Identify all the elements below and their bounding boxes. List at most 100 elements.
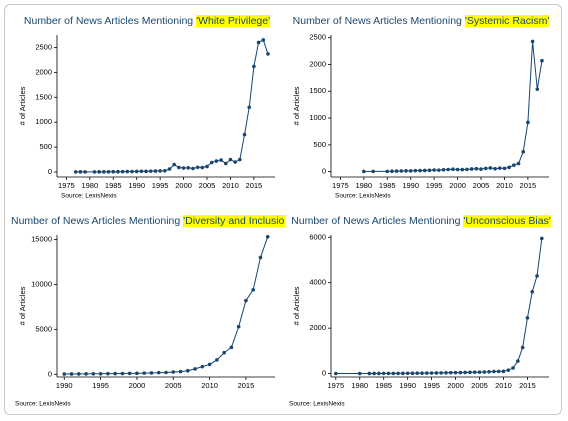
- point: [451, 167, 455, 172]
- point: [200, 165, 205, 170]
- point: [258, 255, 263, 260]
- chart-title: Number of News Articles Mentioning 'Syst…: [285, 15, 557, 27]
- point: [479, 167, 483, 171]
- point: [472, 370, 477, 375]
- y-tick-label: 2000: [309, 323, 326, 332]
- x-tick-label: 1990: [56, 381, 73, 390]
- point: [425, 371, 429, 375]
- point: [219, 158, 223, 162]
- point: [83, 170, 87, 174]
- x-tick-label: 2000: [129, 381, 146, 390]
- source: Source: LexisNexis: [289, 401, 345, 408]
- point: [401, 371, 405, 376]
- point: [186, 368, 190, 373]
- point: [469, 167, 474, 171]
- point: [429, 371, 434, 375]
- line: [363, 41, 543, 172]
- point: [477, 370, 482, 374]
- title-highlight: 'Diversity and Inclusion': [183, 215, 293, 227]
- x-tick-label: 1980: [81, 181, 98, 190]
- point: [92, 170, 97, 174]
- point: [106, 371, 110, 376]
- source: Source: LexisNexis: [15, 401, 71, 408]
- point: [372, 371, 376, 376]
- point: [460, 167, 465, 172]
- point: [418, 168, 422, 173]
- point: [200, 364, 205, 369]
- point: [98, 371, 103, 376]
- point: [399, 169, 404, 173]
- point: [69, 372, 74, 376]
- point: [444, 370, 448, 375]
- point: [111, 169, 116, 174]
- point: [439, 371, 443, 375]
- point: [404, 169, 408, 173]
- point: [177, 165, 181, 170]
- point: [526, 120, 530, 125]
- point: [167, 167, 172, 171]
- point: [223, 161, 228, 166]
- source: Source: LexisNexis: [61, 193, 117, 200]
- point: [511, 366, 515, 370]
- point: [261, 38, 266, 42]
- point: [256, 40, 261, 45]
- point: [501, 369, 506, 374]
- x-tick-label: 2010: [496, 181, 513, 190]
- point: [516, 359, 520, 363]
- point: [390, 169, 394, 174]
- panel: Number of News Articles Mentioning 'Unco…: [285, 209, 557, 409]
- x-tick-label: 1990: [128, 181, 145, 190]
- point: [483, 166, 488, 171]
- y-axis-title: # of Articles: [292, 286, 301, 325]
- title-text: Number of News Articles Mentioning: [291, 215, 461, 227]
- y-tick-label: 2000: [309, 59, 326, 68]
- plot: 0 2000 4000 6000 1975 1980 1985 1990 1995 2000 200…: [289, 232, 549, 408]
- source: Source: LexisNexis: [335, 193, 391, 200]
- x-tick-label: 1975: [332, 181, 349, 190]
- point: [507, 165, 511, 170]
- line: [64, 236, 269, 375]
- point: [333, 371, 338, 376]
- point: [463, 370, 467, 375]
- x-tick-label: 2005: [473, 181, 490, 190]
- point: [394, 169, 399, 173]
- point: [62, 372, 67, 376]
- point: [488, 166, 493, 170]
- point: [520, 345, 525, 350]
- point: [408, 169, 413, 173]
- point: [113, 371, 117, 376]
- x-tick-label: 2015: [238, 381, 255, 390]
- x-tick-label: 2010: [222, 181, 239, 190]
- point: [530, 39, 535, 44]
- point: [178, 369, 183, 374]
- point: [120, 169, 125, 174]
- point: [540, 236, 544, 241]
- point: [156, 370, 161, 375]
- point: [437, 168, 441, 172]
- x-tick-label: 1995: [423, 381, 440, 390]
- line: [335, 238, 543, 375]
- point: [415, 371, 420, 375]
- point: [134, 169, 139, 174]
- x-tick-label: 2005: [199, 181, 216, 190]
- y-tick-label: 0: [322, 167, 326, 176]
- point: [209, 160, 214, 165]
- x-tick-label: 1995: [92, 381, 109, 390]
- point: [171, 370, 176, 374]
- figure: Number of News Articles Mentioning 'Whit…: [4, 4, 562, 415]
- chart-title: Number of News Articles Mentioning 'Whit…: [11, 15, 283, 27]
- plot: 0 500 1000 1500 2000 2500 1975 1980 1985 1990 1995…: [292, 33, 549, 200]
- point: [367, 371, 372, 376]
- point: [247, 105, 252, 110]
- y-tick-label: 1000: [35, 117, 52, 126]
- x-tick-label: 2015: [519, 381, 536, 390]
- point: [73, 170, 78, 174]
- x-tick-label: 1975: [327, 381, 344, 390]
- x-tick-label: 1985: [379, 181, 396, 190]
- point: [102, 170, 106, 174]
- point: [516, 161, 521, 166]
- point: [153, 169, 158, 173]
- point: [116, 169, 120, 174]
- point: [228, 157, 233, 162]
- point: [193, 367, 197, 371]
